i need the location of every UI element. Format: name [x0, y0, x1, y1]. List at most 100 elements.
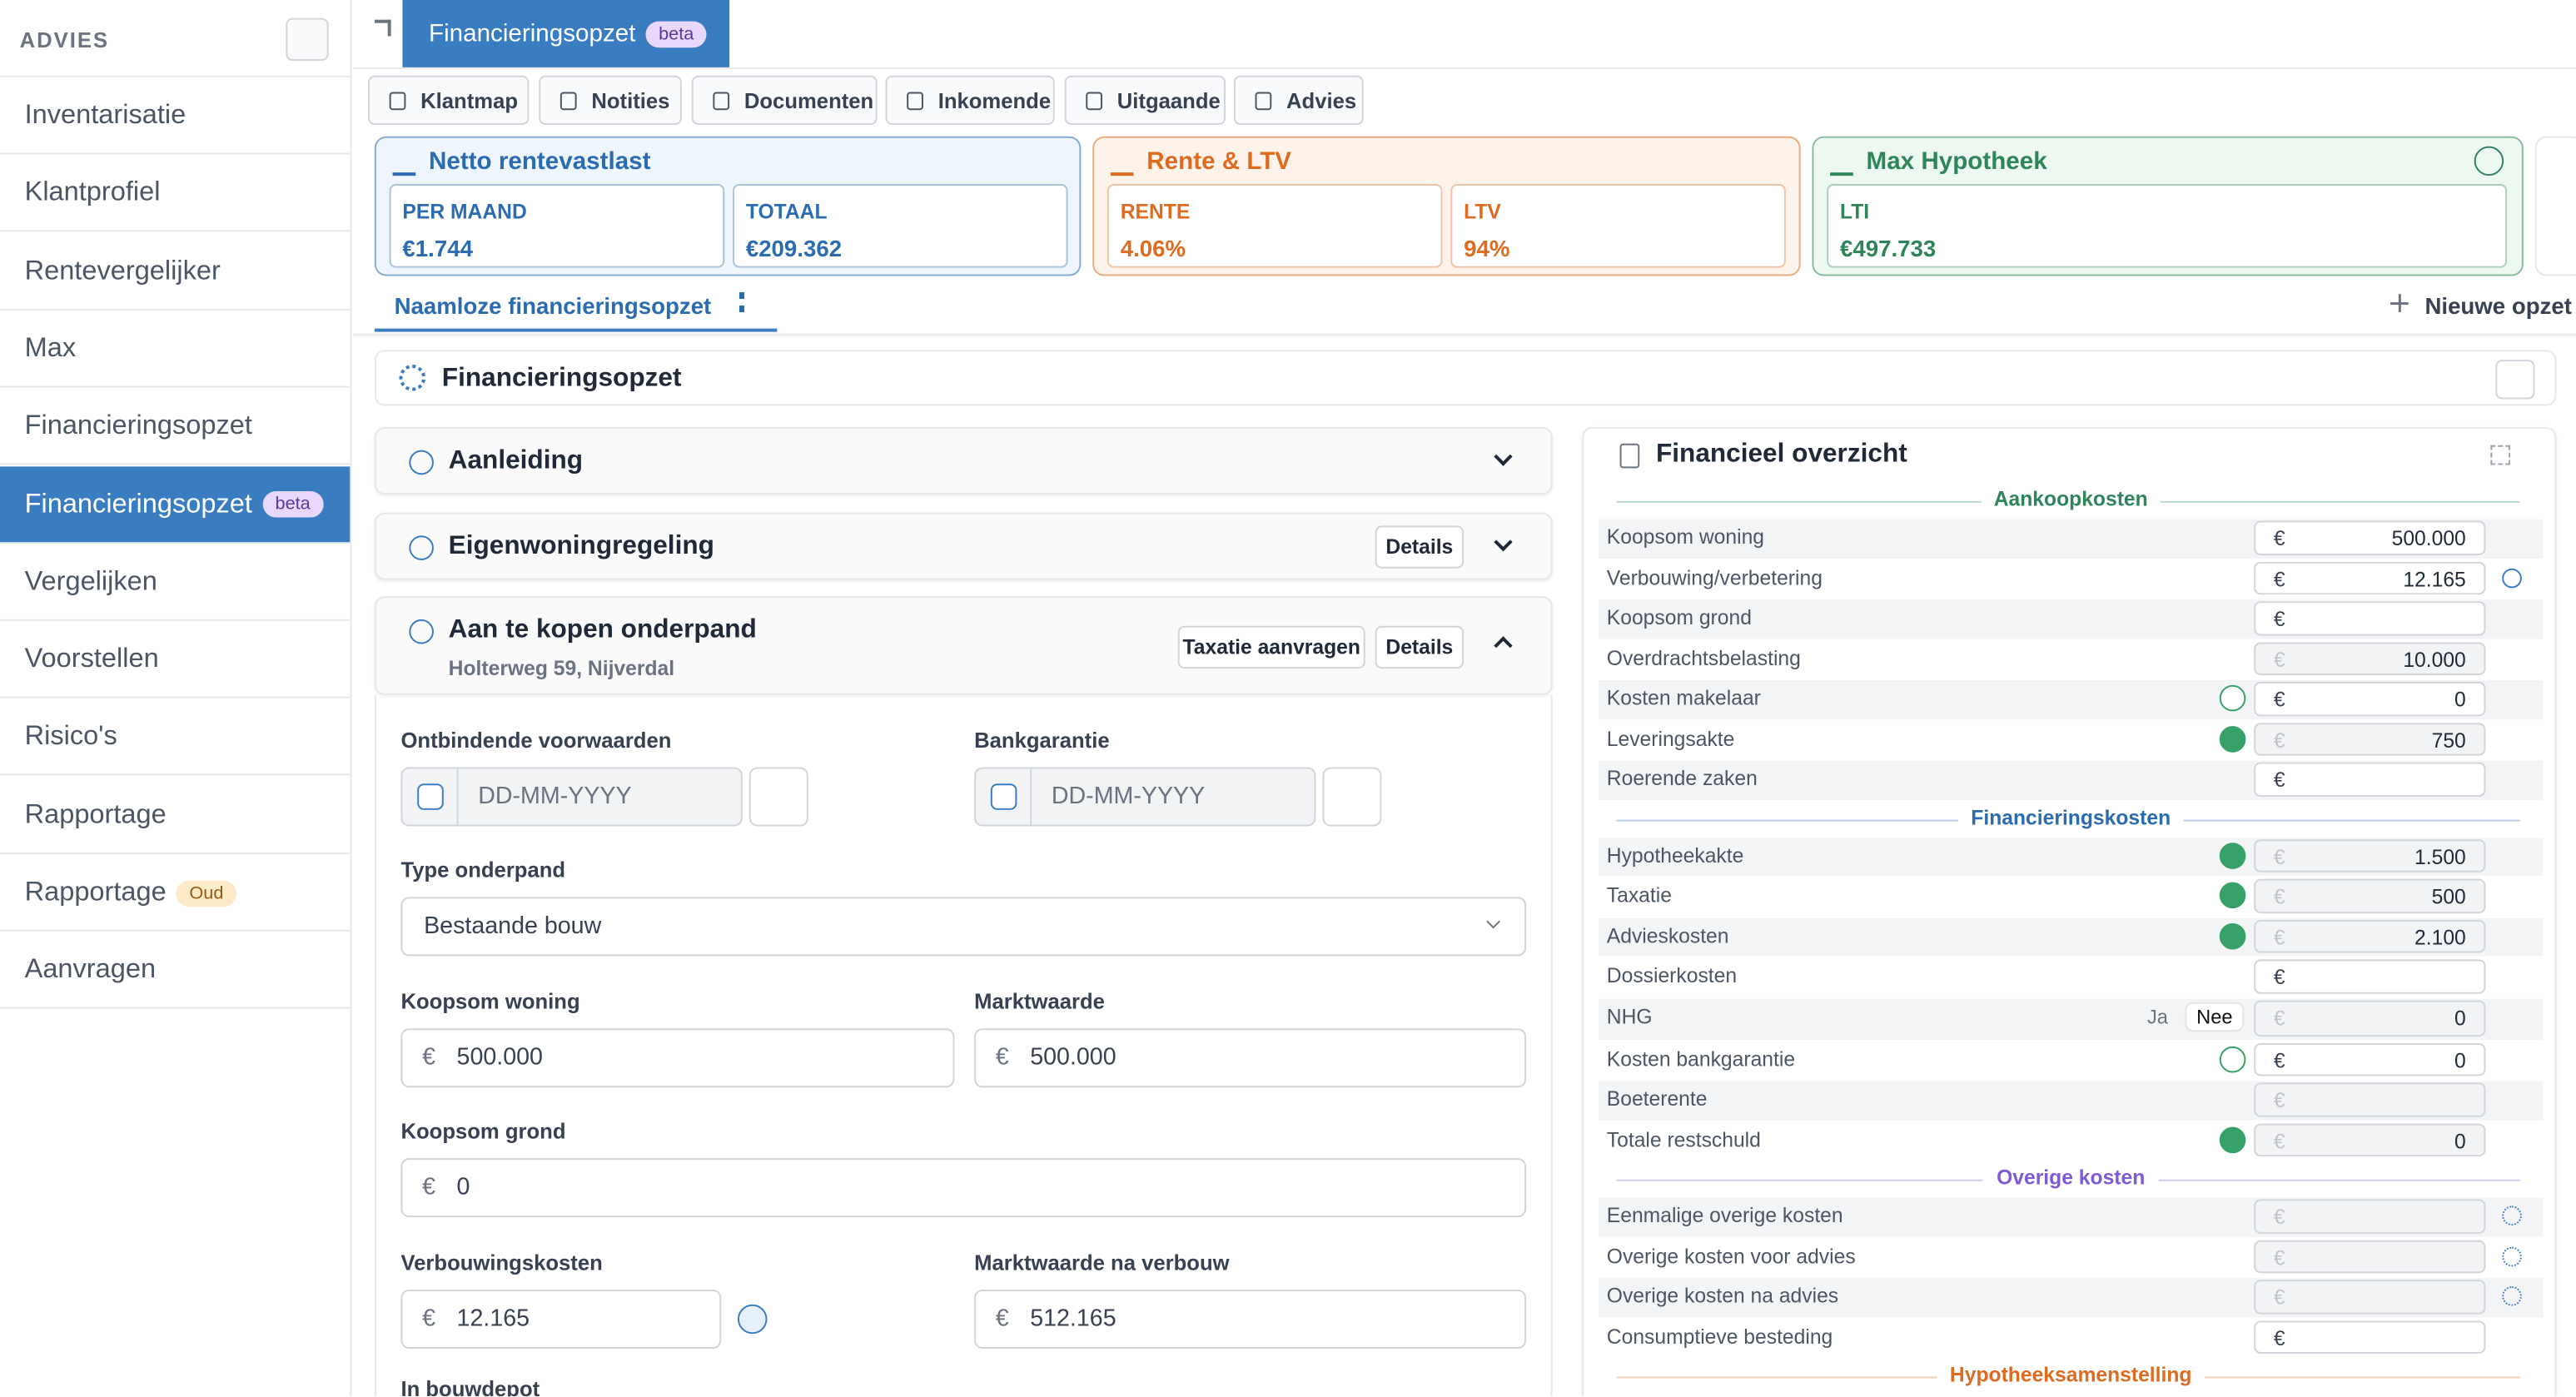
currency-input[interactable]: €500.000	[400, 1028, 955, 1088]
accordion-header[interactable]: Aanleiding	[374, 427, 1553, 495]
input-value: 512.165	[1030, 1305, 1116, 1333]
row-input[interactable]: €	[2254, 762, 2486, 797]
nav-tab-icon	[1086, 92, 1103, 111]
row-input[interactable]: €0	[2254, 1042, 2486, 1076]
sidebar-item[interactable]: Klantprofiel	[0, 155, 351, 232]
collapse-button[interactable]	[286, 17, 329, 62]
nav-tab-icon	[907, 92, 923, 111]
top-tab[interactable]: Financieringsopzet beta	[402, 0, 730, 67]
nav-tab-label: Klantmap	[420, 88, 519, 114]
sidebar-item[interactable]: Rentevergelijker	[0, 232, 351, 311]
expand-icon[interactable]	[374, 19, 391, 37]
info-icon[interactable]	[2474, 146, 2504, 176]
currency-input[interactable]: €512.165	[974, 1289, 1527, 1349]
overview-title: Financieel overzicht	[1655, 440, 1907, 469]
label: Klantprofiel	[24, 177, 161, 208]
label: Aanvragen	[24, 955, 157, 985]
status-icon[interactable]	[2219, 922, 2246, 949]
row-input[interactable]: €12.165	[2254, 560, 2486, 595]
label: Rapportage	[24, 877, 167, 907]
nav-tab[interactable]: Uitgaande	[1064, 75, 1226, 125]
gear-icon[interactable]	[2502, 1206, 2522, 1226]
bolt-icon[interactable]	[737, 1304, 768, 1335]
currency-input[interactable]: €0	[400, 1158, 1527, 1218]
overview-row: Eenmalige overige kosten €	[1598, 1197, 2544, 1236]
bolt-icon[interactable]	[2502, 567, 2522, 588]
scroll-button[interactable]	[2534, 136, 2576, 276]
accordion-header[interactable]: Eigenwoningregeling Details	[374, 512, 1553, 580]
gear-icon[interactable]	[2502, 1286, 2522, 1306]
nav-tab[interactable]: Notities	[539, 75, 682, 125]
sidebar-item[interactable]: Vergelijken	[0, 543, 351, 621]
sidebar-item[interactable]: Inventarisatie	[0, 77, 351, 155]
status-icon[interactable]	[2219, 684, 2246, 712]
collapse-button[interactable]	[2495, 360, 2535, 400]
accordion-button[interactable]: Details	[1375, 625, 1465, 669]
date-input[interactable]: DD-MM-YYYY	[974, 767, 1316, 827]
currency-symbol: €	[2273, 1206, 2285, 1229]
chevron[interactable]	[1494, 447, 1513, 466]
overview-row: NHG €0 Ja Nee	[1598, 997, 2544, 1040]
accordion-button[interactable]: Details	[1375, 525, 1465, 569]
nav-tab[interactable]: Documenten	[691, 75, 878, 125]
select[interactable]: Bestaande bouw	[400, 897, 1527, 957]
new-scenario[interactable]: Nieuwe opzet	[2424, 292, 2572, 319]
row-input[interactable]: €	[2254, 959, 2486, 993]
row-input[interactable]: €	[2254, 1320, 2486, 1354]
accordion-header[interactable]: Aan te kopen onderpand Holterweg 59, Nijv…	[374, 596, 1553, 695]
date-input[interactable]: DD-MM-YYYY	[400, 767, 743, 827]
toggle-option[interactable]: Nee	[2186, 1002, 2243, 1030]
nav-tab[interactable]: Inkomende	[885, 75, 1055, 125]
calendar-button[interactable]	[748, 767, 808, 827]
currency-input[interactable]: €500.000	[974, 1028, 1527, 1088]
card-title: Max Hypotheek	[1866, 147, 2047, 176]
row-input: €	[2254, 1239, 2486, 1274]
row-input: €500	[2254, 878, 2486, 913]
nav-tab[interactable]: Klantmap	[367, 75, 530, 125]
gear-icon[interactable]	[2502, 1245, 2522, 1266]
status-icon[interactable]	[2219, 1126, 2246, 1153]
label: Financieringskosten	[1957, 805, 2184, 829]
date-placeholder: DD-MM-YYYY	[478, 783, 632, 810]
overview-row: Advieskosten €2.100	[1598, 917, 2544, 957]
row-input[interactable]: €	[2254, 601, 2486, 635]
chevron[interactable]	[1494, 532, 1513, 552]
sidebar-item[interactable]: Financieringsopzet beta	[0, 465, 351, 544]
toggle-option[interactable]: Ja	[2146, 1004, 2169, 1028]
nav-tab[interactable]: Advies	[1233, 75, 1364, 125]
checkbox[interactable]	[990, 783, 1017, 810]
currency-symbol: €	[422, 1305, 436, 1333]
row-input[interactable]: €0	[2254, 681, 2486, 716]
divider	[0, 75, 352, 77]
row-label: NHG	[1606, 1004, 1653, 1028]
status-icon[interactable]	[2219, 882, 2246, 909]
scenario-tab[interactable]: Naamloze financieringsopzet	[394, 292, 712, 319]
expand-icon[interactable]	[2490, 445, 2511, 465]
calendar-button[interactable]	[1322, 767, 1382, 827]
chevron[interactable]	[1494, 636, 1513, 655]
sidebar-item[interactable]: Financieringsopzet	[0, 388, 351, 465]
status-icon[interactable]	[2219, 725, 2246, 752]
accordion-button[interactable]: Taxatie aanvragen	[1177, 625, 1365, 669]
sidebar-item[interactable]: Risico's	[0, 698, 351, 777]
badge: beta	[645, 21, 708, 48]
checkbox[interactable]	[417, 783, 444, 810]
row-input[interactable]: €500.000	[2254, 520, 2486, 554]
sidebar-item[interactable]: Voorstellen	[0, 621, 351, 698]
sidebar-title: ADVIES	[19, 27, 110, 53]
status-icon[interactable]	[2219, 842, 2246, 868]
label: Financieringsopzet	[24, 410, 252, 441]
group-title: Financieringskosten	[1584, 805, 2558, 829]
sidebar-item[interactable]: Rapportage	[0, 776, 351, 854]
currency-input[interactable]: €12.165	[400, 1289, 722, 1349]
row-input: €	[2254, 1280, 2486, 1314]
sidebar-item[interactable]: Aanvragen	[0, 932, 351, 1010]
sidebar-item[interactable]: Max	[0, 310, 351, 388]
status-icon[interactable]	[2219, 1045, 2246, 1072]
sidebar-item[interactable]: Rapportage Oud	[0, 854, 351, 932]
input-value: 500.000	[1030, 1044, 1116, 1071]
row-input: €2.100	[2254, 919, 2486, 953]
currency-symbol: €	[2273, 966, 2285, 989]
row-input: €0	[2254, 999, 2486, 1037]
overview-row: Taxatie €500	[1598, 877, 2544, 917]
